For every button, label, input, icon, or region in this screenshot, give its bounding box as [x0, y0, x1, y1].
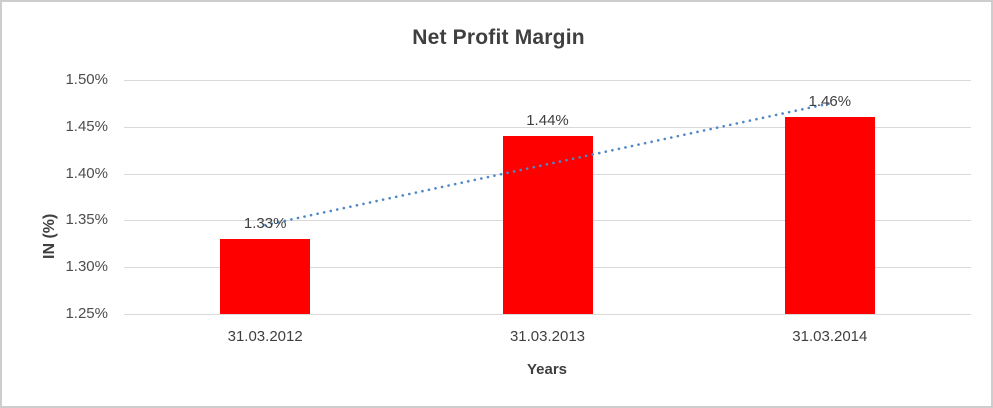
bar-31.03.2012	[220, 239, 311, 314]
gridline	[124, 80, 971, 81]
data-label: 1.33%	[243, 215, 287, 233]
y-tick-label: 1.35%	[65, 211, 108, 229]
chart-title: Net Profit Margin	[412, 26, 585, 49]
y-tick-label: 1.25%	[65, 305, 108, 322]
x-category-label: 31.03.2012	[227, 328, 303, 345]
y-tick-label: 1.50%	[65, 71, 108, 88]
x-axis-title: Years	[526, 361, 568, 378]
data-label: 1.44%	[526, 112, 569, 130]
x-category-label: 31.03.2014	[792, 328, 868, 345]
y-tick-label: 1.40%	[65, 164, 108, 182]
bar-31.03.2014	[784, 117, 875, 314]
gridline	[124, 314, 971, 315]
x-category-label: 31.03.2013	[509, 328, 586, 345]
y-tick-label: 1.30%	[65, 258, 108, 276]
bar-31.03.2013	[502, 136, 593, 314]
y-tick-label: 1.45%	[65, 117, 108, 135]
data-label: 1.46%	[808, 93, 852, 111]
